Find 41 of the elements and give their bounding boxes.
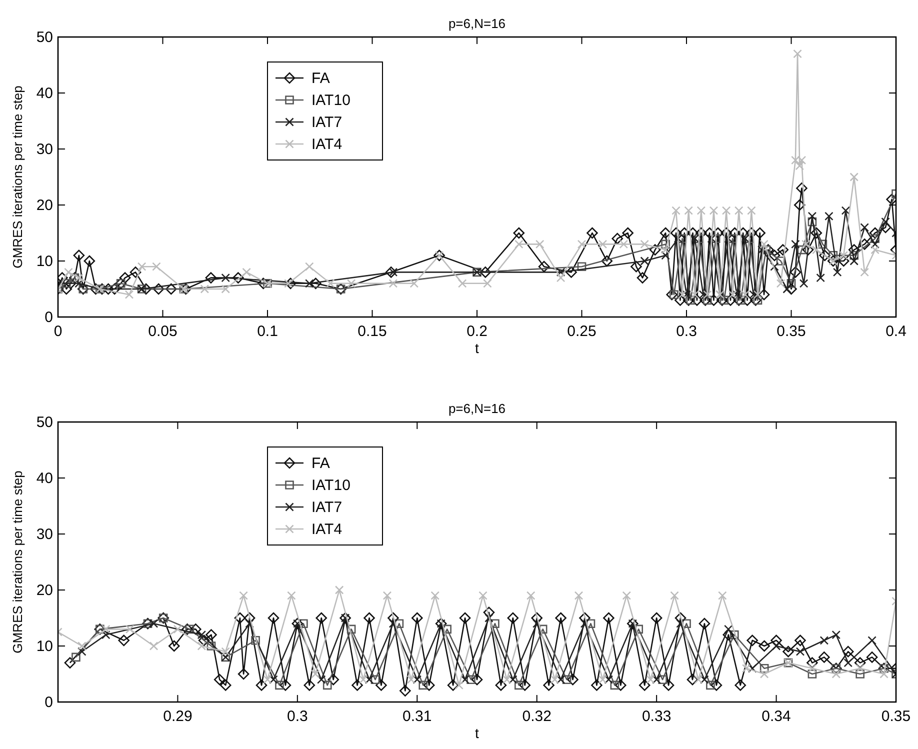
- x-tick-label: 0.31: [402, 708, 432, 725]
- x-tick-label: 0.1: [257, 323, 278, 340]
- y-tick-label: 50: [36, 29, 53, 46]
- x-tick-label: 0.05: [148, 323, 178, 340]
- x-axis-title: t: [475, 725, 480, 741]
- x-axis-title: t: [475, 340, 480, 356]
- legend-label: IAT10: [312, 92, 350, 109]
- x-tick-label: 0.33: [642, 708, 672, 725]
- x-tick-label: 0.32: [522, 708, 552, 725]
- y-tick-label: 40: [36, 85, 53, 102]
- legend-label: IAT10: [312, 477, 350, 494]
- x-tick-label: 0.29: [163, 708, 192, 725]
- y-tick-label: 10: [36, 253, 53, 270]
- y-tick-label: 20: [36, 582, 53, 599]
- y-tick-label: 20: [36, 197, 53, 214]
- x-tick-label: 0.34: [762, 708, 791, 725]
- y-tick-label: 0: [44, 309, 53, 326]
- x-tick-label: 0.3: [287, 708, 308, 725]
- x-tick-label: 0.15: [358, 323, 387, 340]
- chart-title: p=6,N=16: [448, 401, 506, 416]
- legend-label: IAT4: [312, 136, 342, 153]
- y-tick-label: 30: [36, 526, 53, 543]
- y-tick-label: 30: [36, 141, 53, 158]
- y-tick-label: 0: [44, 694, 53, 711]
- y-tick-label: 50: [36, 414, 53, 431]
- y-axis-title: GMRES iterations per time step: [10, 470, 25, 654]
- x-tick-label: 0.3: [676, 323, 697, 340]
- x-tick-label: 0.25: [567, 323, 596, 340]
- legend-label: IAT7: [312, 114, 342, 131]
- x-tick-label: 0.2: [466, 323, 488, 340]
- x-tick-label: 0.35: [881, 708, 911, 725]
- legend-label: FA: [312, 455, 330, 472]
- y-axis-title: GMRES iterations per time step: [10, 86, 25, 268]
- chart-title: p=6,N=16: [448, 16, 506, 31]
- y-tick-label: 40: [36, 470, 53, 487]
- legend-label: IAT4: [312, 521, 342, 538]
- y-tick-label: 10: [36, 638, 53, 655]
- legend-label: FA: [312, 70, 330, 87]
- x-tick-label: 0.35: [776, 323, 806, 340]
- x-tick-label: 0.4: [886, 323, 906, 340]
- legend-label: IAT7: [312, 499, 342, 516]
